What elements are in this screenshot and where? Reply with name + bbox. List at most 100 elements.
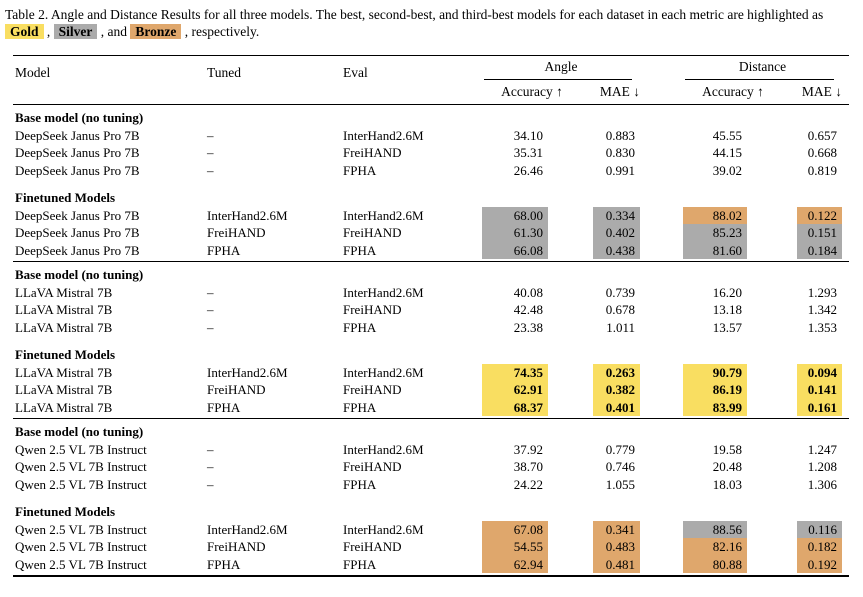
table-row: LLaVA Mistral 7B – FreiHAND 42.48 0.678 13.18… bbox=[0, 301, 863, 319]
cell-tuned: – bbox=[207, 302, 214, 317]
cell-distance-accuracy: 20.48 bbox=[712, 459, 742, 474]
cell-distance-mae: 0.141 bbox=[797, 381, 842, 399]
cell-distance-accuracy: 18.03 bbox=[712, 476, 742, 492]
cell-eval: FreiHAND bbox=[343, 225, 402, 240]
cell-angle-accuracy: 34.10 bbox=[513, 127, 543, 143]
section-title: Base model (no tuning) bbox=[15, 110, 144, 125]
cell-angle-mae: 0.779 bbox=[605, 441, 635, 457]
cell-distance-accuracy: 19.58 bbox=[712, 441, 742, 457]
section-title: Base model (no tuning) bbox=[15, 424, 144, 439]
table-row: LLaVA Mistral 7B – FPHA 23.38 1.011 13.57 1.35… bbox=[0, 319, 863, 337]
cell-model: Qwen 2.5 VL 7B Instruct bbox=[15, 441, 147, 457]
table-row: DeepSeek Janus Pro 7B – FPHA 26.46 0.991 39.0… bbox=[0, 162, 863, 180]
table-row: DeepSeek Janus Pro 7B InterHand2.6M InterH… bbox=[0, 206, 863, 224]
cell-angle-mae: 0.438 bbox=[593, 241, 640, 259]
caption-text-before: Table 2. Angle and Distance Results for … bbox=[5, 7, 824, 22]
section-title: Finetuned Models bbox=[15, 190, 116, 205]
cell-eval: InterHand2.6M bbox=[343, 127, 424, 143]
cell-eval: InterHand2.6M bbox=[343, 364, 424, 380]
cell-tuned: InterHand2.6M bbox=[207, 521, 288, 537]
cell-tuned: – bbox=[207, 145, 214, 160]
cell-angle-mae: 0.991 bbox=[605, 162, 635, 178]
cell-angle-mae: 0.739 bbox=[605, 284, 635, 300]
cell-eval: FreiHAND bbox=[343, 459, 402, 474]
cell-model: LLaVA Mistral 7B bbox=[15, 284, 113, 300]
silver-legend-chip: Silver bbox=[53, 24, 98, 39]
cell-model: LLaVA Mistral 7B bbox=[15, 399, 113, 415]
cell-tuned: – bbox=[207, 476, 214, 492]
cell-distance-mae: 1.306 bbox=[807, 476, 837, 492]
cell-model: DeepSeek Janus Pro 7B bbox=[15, 225, 140, 240]
cell-model: Qwen 2.5 VL 7B Instruct bbox=[15, 459, 147, 474]
cell-angle-accuracy: 68.00 bbox=[482, 206, 548, 224]
cell-eval: FPHA bbox=[343, 319, 377, 335]
cell-tuned: FreiHAND bbox=[207, 539, 266, 554]
caption-sep2: , and bbox=[97, 24, 131, 39]
table-row: DeepSeek Janus Pro 7B FreiHAND FreiHAND 61.… bbox=[0, 224, 863, 242]
bronze-legend-chip: Bronze bbox=[130, 24, 182, 39]
cell-angle-mae: 0.401 bbox=[593, 398, 640, 416]
cell-angle-mae: 0.883 bbox=[605, 127, 635, 143]
cell-tuned: – bbox=[207, 127, 214, 143]
table-row: Qwen 2.5 VL 7B Instruct – FPHA 24.22 1.055 18… bbox=[0, 476, 863, 494]
cell-distance-mae: 0.182 bbox=[797, 538, 842, 556]
cell-distance-accuracy: 90.79 bbox=[683, 363, 747, 381]
table-row: DeepSeek Janus Pro 7B – FreiHAND 35.31 0.830… bbox=[0, 144, 863, 162]
cell-angle-accuracy: 42.48 bbox=[513, 302, 543, 317]
cell-eval: FreiHAND bbox=[343, 382, 402, 397]
cell-tuned: – bbox=[207, 162, 214, 178]
cell-model: LLaVA Mistral 7B bbox=[15, 382, 113, 397]
table-row: DeepSeek Janus Pro 7B – InterHand2.6M 34.10… bbox=[0, 127, 863, 145]
cell-model: Qwen 2.5 VL 7B Instruct bbox=[15, 556, 147, 572]
cell-angle-accuracy: 24.22 bbox=[513, 476, 543, 492]
cell-distance-accuracy: 44.15 bbox=[712, 145, 742, 160]
cell-model: DeepSeek Janus Pro 7B bbox=[15, 207, 140, 223]
cell-tuned: FreiHAND bbox=[207, 382, 266, 397]
cell-eval: InterHand2.6M bbox=[343, 207, 424, 223]
angle-group-rule bbox=[484, 79, 632, 80]
cell-distance-mae: 1.342 bbox=[807, 302, 837, 317]
table-row: LLaVA Mistral 7B InterHand2.6M InterHand2.… bbox=[0, 363, 863, 381]
cell-eval: FPHA bbox=[343, 162, 377, 178]
cell-model: DeepSeek Janus Pro 7B bbox=[15, 127, 140, 143]
cell-angle-mae: 1.011 bbox=[606, 319, 635, 335]
cell-distance-mae: 0.094 bbox=[797, 363, 842, 381]
cell-distance-accuracy: 80.88 bbox=[683, 555, 747, 573]
col-header-angle-mae: MAE ↓ bbox=[599, 84, 640, 99]
cell-model: DeepSeek Janus Pro 7B bbox=[15, 145, 140, 160]
cell-angle-accuracy: 54.55 bbox=[482, 538, 548, 556]
cell-eval: FPHA bbox=[343, 556, 377, 572]
cell-eval: FPHA bbox=[343, 399, 377, 415]
cell-eval: FPHA bbox=[343, 242, 377, 258]
table-body: Base model (no tuning) DeepSeek Janus Pro… bbox=[0, 109, 863, 573]
cell-tuned: – bbox=[207, 459, 214, 474]
cell-angle-mae: 0.746 bbox=[605, 459, 635, 474]
col-header-model: Model bbox=[15, 65, 51, 80]
cell-eval: FreiHAND bbox=[343, 302, 402, 317]
cell-eval: FreiHAND bbox=[343, 539, 402, 554]
cell-angle-accuracy: 35.31 bbox=[513, 145, 543, 160]
cell-distance-accuracy: 39.02 bbox=[712, 162, 742, 178]
col-header-eval: Eval bbox=[343, 65, 368, 80]
cell-tuned: FPHA bbox=[207, 399, 241, 415]
cell-angle-accuracy: 61.30 bbox=[482, 224, 548, 242]
col-group-distance: Distance bbox=[738, 59, 787, 74]
cell-tuned: FPHA bbox=[207, 556, 241, 572]
cell-tuned: – bbox=[207, 441, 214, 457]
cell-distance-accuracy: 13.18 bbox=[712, 302, 742, 317]
cell-angle-mae: 0.830 bbox=[605, 145, 635, 160]
cell-distance-accuracy: 88.56 bbox=[683, 520, 747, 538]
cell-distance-mae: 0.122 bbox=[797, 206, 842, 224]
cell-distance-mae: 1.208 bbox=[807, 459, 837, 474]
distance-group-rule bbox=[685, 79, 834, 80]
cell-angle-accuracy: 26.46 bbox=[513, 162, 543, 178]
cell-distance-accuracy: 86.19 bbox=[683, 381, 747, 399]
table-row: DeepSeek Janus Pro 7B FPHA FPHA 66.08 0.438 8… bbox=[0, 241, 863, 259]
col-header-distance-mae: MAE ↓ bbox=[801, 84, 842, 99]
cell-tuned: InterHand2.6M bbox=[207, 364, 288, 380]
col-header-tuned: Tuned bbox=[207, 65, 242, 80]
cell-distance-accuracy: 45.55 bbox=[712, 127, 742, 143]
cell-distance-accuracy: 83.99 bbox=[683, 398, 747, 416]
col-header-distance-accuracy: Accuracy ↑ bbox=[702, 84, 764, 99]
